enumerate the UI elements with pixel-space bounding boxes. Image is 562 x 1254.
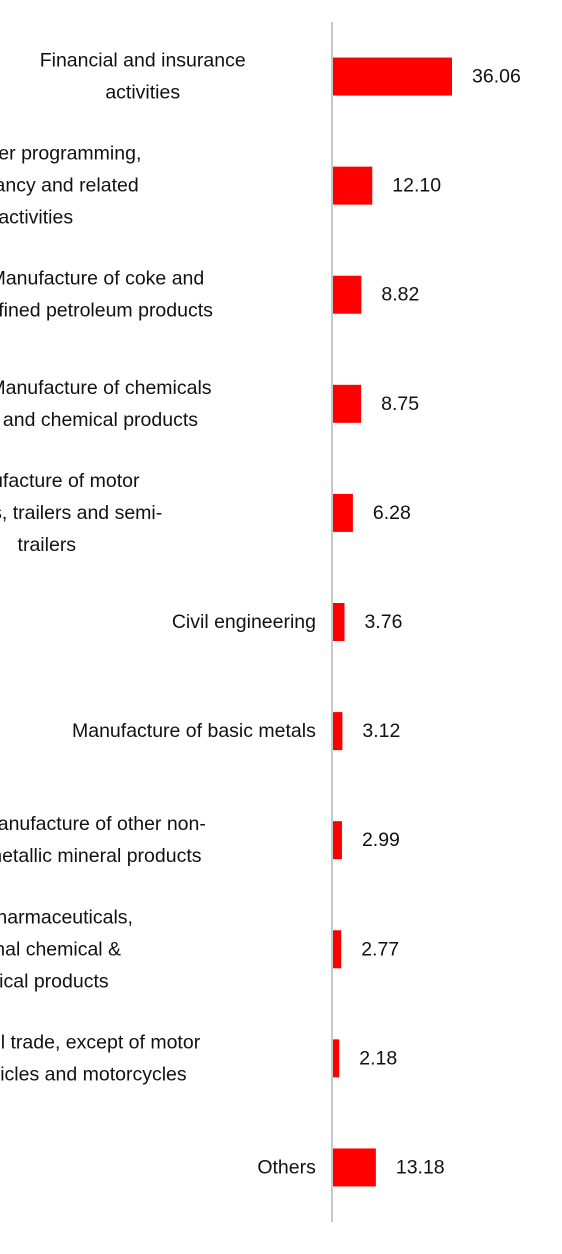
value-label-9: 2.18 [359, 1047, 397, 1069]
category-label-8: Mfg of pharmaceuticals,medicinal chemica… [0, 906, 133, 992]
value-label-4: 6.28 [373, 502, 411, 524]
bar-7 [332, 821, 342, 860]
bar-9 [332, 1039, 340, 1078]
bar-4 [332, 493, 353, 532]
category-label-7: Manufacture of other non-metallic minera… [0, 813, 206, 867]
bar-2 [332, 275, 362, 314]
bar-0 [332, 57, 452, 96]
bars-group [332, 57, 452, 1187]
value-labels: 36.06 12.10 8.82 8.75 6.28 3.76 3.12 2.99 2.77 2.… [359, 66, 521, 1179]
category-label-2: Manufacture of coke and refined petroleum… [0, 268, 213, 322]
value-label-2: 8.82 [381, 284, 419, 306]
value-label-5: 3.76 [365, 611, 403, 633]
bar-8 [332, 930, 342, 969]
category-label-6: Manufacture of basic metals [72, 720, 316, 742]
value-label-3: 8.75 [381, 393, 419, 415]
category-label-10: Others [257, 1156, 316, 1178]
category-label-0: Financial and insurance activities [40, 50, 246, 104]
category-label-9: Retail trade, except of motorvehicles an… [0, 1031, 201, 1085]
value-label-8: 2.77 [361, 938, 399, 960]
value-label-6: 3.12 [362, 720, 400, 742]
bar-5 [332, 603, 345, 641]
value-label-7: 2.99 [362, 829, 400, 851]
bar-1 [332, 166, 373, 205]
category-label-5: Civil engineering [172, 611, 316, 633]
bar-10 [332, 1148, 376, 1187]
category-label-4: Manufacture of motorvehicles, trailers a… [0, 470, 162, 556]
category-label-3: Manufacture of chemicals and chemical pro… [0, 377, 212, 431]
category-label-1: Computer programming,consultancy and rel… [0, 143, 141, 229]
bar-6 [332, 712, 343, 751]
value-label-0: 36.06 [472, 66, 521, 88]
bar-3 [332, 384, 362, 423]
value-label-1: 12.10 [392, 175, 441, 197]
value-label-10: 13.18 [396, 1156, 445, 1178]
